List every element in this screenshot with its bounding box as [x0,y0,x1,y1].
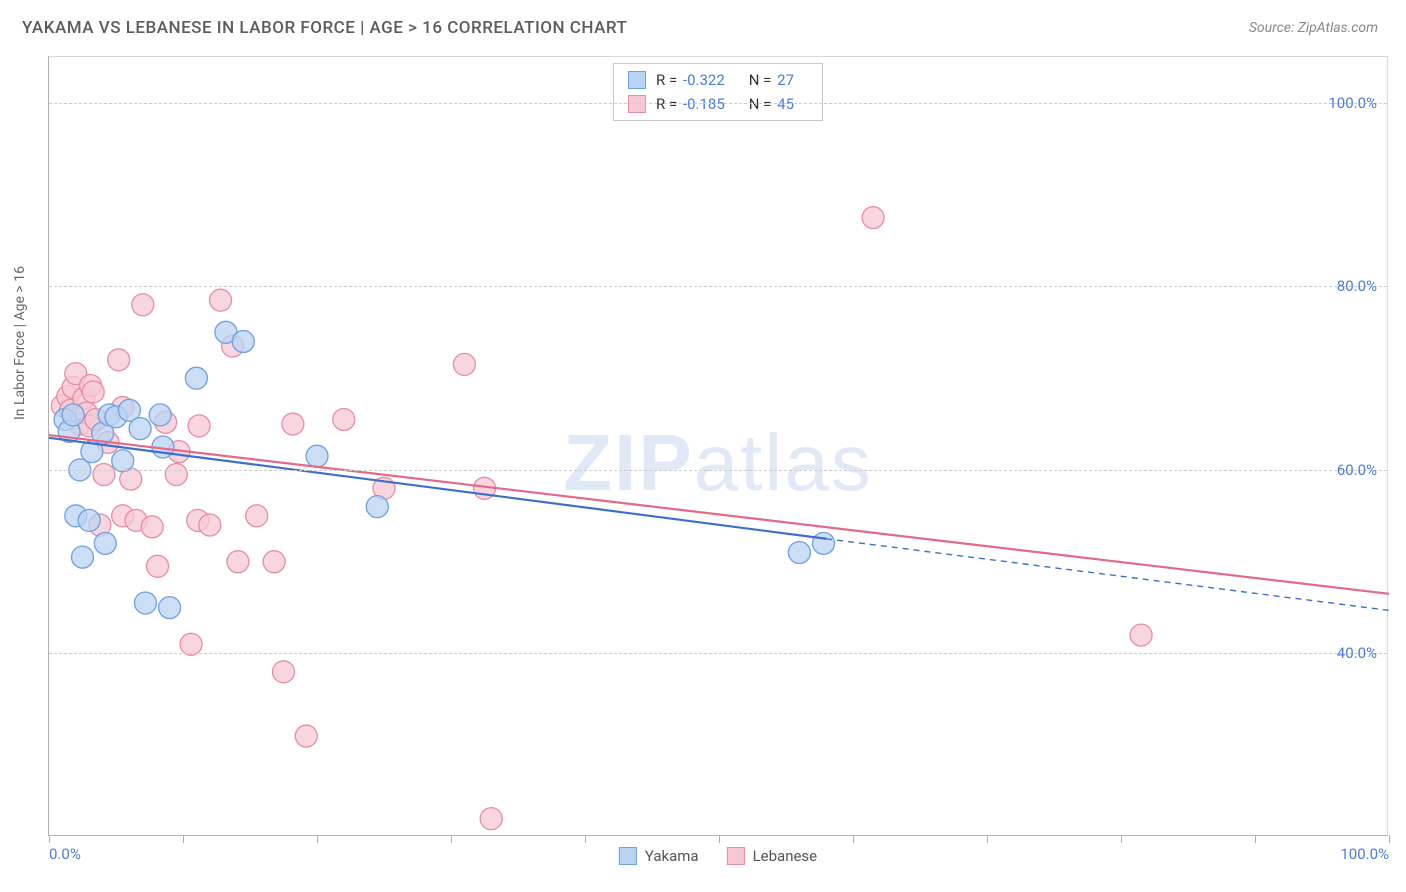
legend-row-lebanese: R = -0.185 N = 45 [628,92,808,116]
x-tick [183,835,184,843]
legend-item-lebanese: Lebanese [727,847,818,865]
x-tick [317,835,318,843]
y-tick-label: 100.0% [1328,94,1377,112]
x-tick [853,835,854,843]
y-tick-label: 40.0% [1337,644,1377,662]
x-tick [1121,835,1122,843]
y-axis-label: In Labor Force | Age > 16 [12,266,28,420]
chart-plot-area: ZIPatlas R = -0.322 N = 27 R = -0.185 N … [48,56,1388,836]
lebanese-swatch-icon [727,847,745,865]
lebanese-swatch-icon [628,95,646,113]
gridline [49,286,1387,287]
gridline [49,103,1387,104]
scatter-plot-svg [49,57,1387,835]
x-tick-label: 0.0% [49,845,81,863]
gridline [49,470,1387,471]
legend-stats-box: R = -0.322 N = 27 R = -0.185 N = 45 [613,63,823,121]
legend-series-box: Yakama Lebanese [619,847,817,865]
x-tick [585,835,586,843]
x-tick [987,835,988,843]
x-tick [49,835,50,843]
chart-title: YAKAMA VS LEBANESE IN LABOR FORCE | AGE … [22,18,627,38]
source-attribution: Source: ZipAtlas.com [1249,20,1378,36]
gridline [49,653,1387,654]
yakama-swatch-icon [628,71,646,89]
x-tick [451,835,452,843]
y-tick-label: 80.0% [1337,277,1377,295]
x-tick [1389,835,1390,843]
legend-item-yakama: Yakama [619,847,699,865]
yakama-swatch-icon [619,847,637,865]
x-tick [1255,835,1256,843]
legend-row-yakama: R = -0.322 N = 27 [628,68,808,92]
y-tick-label: 60.0% [1337,461,1377,479]
x-tick-label: 100.0% [1340,845,1389,863]
x-tick [719,835,720,843]
